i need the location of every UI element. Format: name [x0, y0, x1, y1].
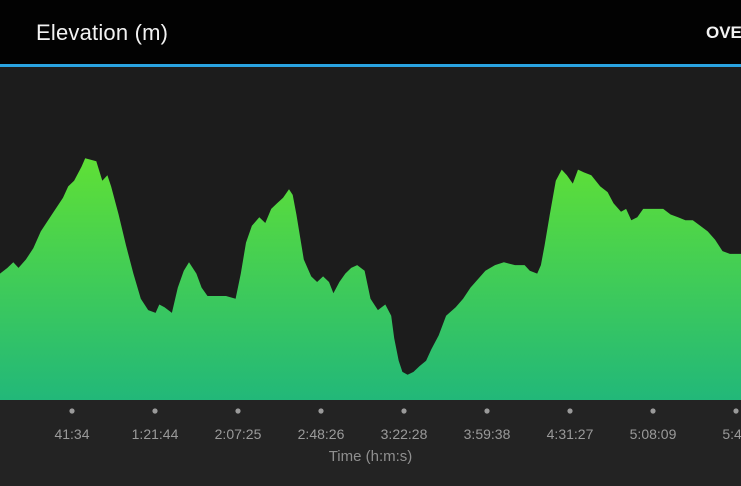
x-tick-mark: [152, 408, 158, 414]
x-tick-mark: [401, 408, 407, 414]
header-accent-line: [0, 64, 741, 67]
x-tick-mark: [318, 408, 324, 414]
elevation-plot[interactable]: [0, 67, 741, 400]
page-title: Elevation (m): [36, 20, 169, 45]
x-tick-mark: [484, 408, 490, 414]
x-tick-label: 3:22:28: [381, 426, 428, 442]
x-tick-label: 3:59:38: [464, 426, 511, 442]
x-axis: 041:341:21:442:07:252:48:263:22:283:59:3…: [0, 400, 741, 486]
x-tick-mark: [567, 408, 573, 414]
x-axis-ticks: 041:341:21:442:07:252:48:263:22:283:59:3…: [54, 408, 741, 442]
x-tick-label: 5:43: [722, 426, 741, 442]
tab-overview[interactable]: OVE: [706, 23, 741, 42]
elevation-area: [0, 158, 741, 400]
header-bar: Elevation (m) OVE: [0, 0, 741, 64]
x-tick-label: 2:07:25: [215, 426, 262, 442]
x-tick-label: 1:21:44: [132, 426, 179, 442]
x-tick-mark: [69, 408, 75, 414]
x-axis-label: Time (h:m:s): [328, 448, 413, 465]
x-tick-mark: [235, 408, 241, 414]
x-tick-label: 5:08:09: [630, 426, 677, 442]
x-tick-mark: [650, 408, 656, 414]
x-tick-label: 4:31:27: [547, 426, 594, 442]
x-tick-label: 41:34: [54, 426, 89, 442]
elevation-chart: [0, 158, 741, 400]
x-tick-label: 2:48:26: [298, 426, 345, 442]
x-tick-mark: [733, 408, 739, 414]
